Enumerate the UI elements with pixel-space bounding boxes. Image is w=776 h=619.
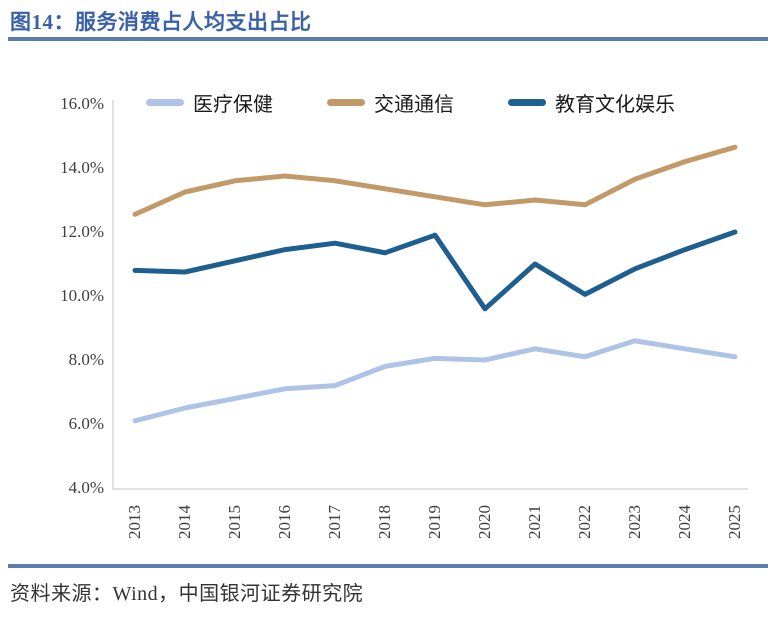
y-tick-label: 16.0% bbox=[60, 94, 104, 113]
chart-legend: 医疗保健 交通通信 教育文化娱乐 bbox=[146, 88, 675, 117]
legend-item-2: 教育文化娱乐 bbox=[508, 88, 675, 117]
plot-svg bbox=[112, 100, 748, 490]
legend-item-0: 医疗保健 bbox=[146, 88, 273, 117]
legend-item-1: 交通通信 bbox=[327, 88, 454, 117]
y-tick-label: 14.0% bbox=[60, 158, 104, 177]
legend-swatch-icon bbox=[327, 99, 365, 106]
legend-swatch-icon bbox=[146, 99, 184, 106]
series-line-1 bbox=[132, 144, 738, 217]
legend-label: 医疗保健 bbox=[193, 94, 273, 116]
x-tick-label: 2021 bbox=[525, 505, 544, 539]
x-tick-label: 2025 bbox=[725, 505, 744, 539]
x-tick-label: 2019 bbox=[425, 505, 444, 539]
y-tick-label: 12.0% bbox=[60, 222, 104, 241]
x-tick-label: 2024 bbox=[675, 505, 694, 539]
y-tick-label: 8.0% bbox=[68, 350, 104, 369]
figure-title: 图14：服务消费占人均支出占比 bbox=[10, 10, 312, 34]
x-tick-label: 2013 bbox=[125, 505, 144, 539]
x-tick-label: 2020 bbox=[475, 505, 494, 539]
y-tick-label: 4.0% bbox=[68, 478, 104, 497]
y-tick-label: 10.0% bbox=[60, 286, 104, 305]
x-tick-label: 2018 bbox=[375, 505, 394, 539]
series-line-0 bbox=[132, 338, 738, 424]
x-tick-label: 2016 bbox=[275, 505, 294, 539]
legend-label: 教育文化娱乐 bbox=[555, 94, 675, 116]
source-note: 资料来源：Wind，中国银河证券研究院 bbox=[10, 583, 364, 605]
x-tick-label: 2017 bbox=[325, 505, 344, 539]
x-tick-label: 2022 bbox=[575, 505, 594, 539]
legend-swatch-icon bbox=[508, 99, 546, 106]
axis-lines bbox=[112, 100, 748, 490]
x-tick-label: 2023 bbox=[625, 505, 644, 539]
bottom-divider bbox=[8, 564, 768, 568]
x-tick-label: 2014 bbox=[175, 505, 194, 539]
top-divider bbox=[8, 37, 768, 41]
x-tick-label: 2015 bbox=[225, 505, 244, 539]
legend-label: 交通通信 bbox=[374, 94, 454, 116]
y-tick-label: 6.0% bbox=[68, 414, 104, 433]
series-line-2 bbox=[132, 229, 738, 312]
